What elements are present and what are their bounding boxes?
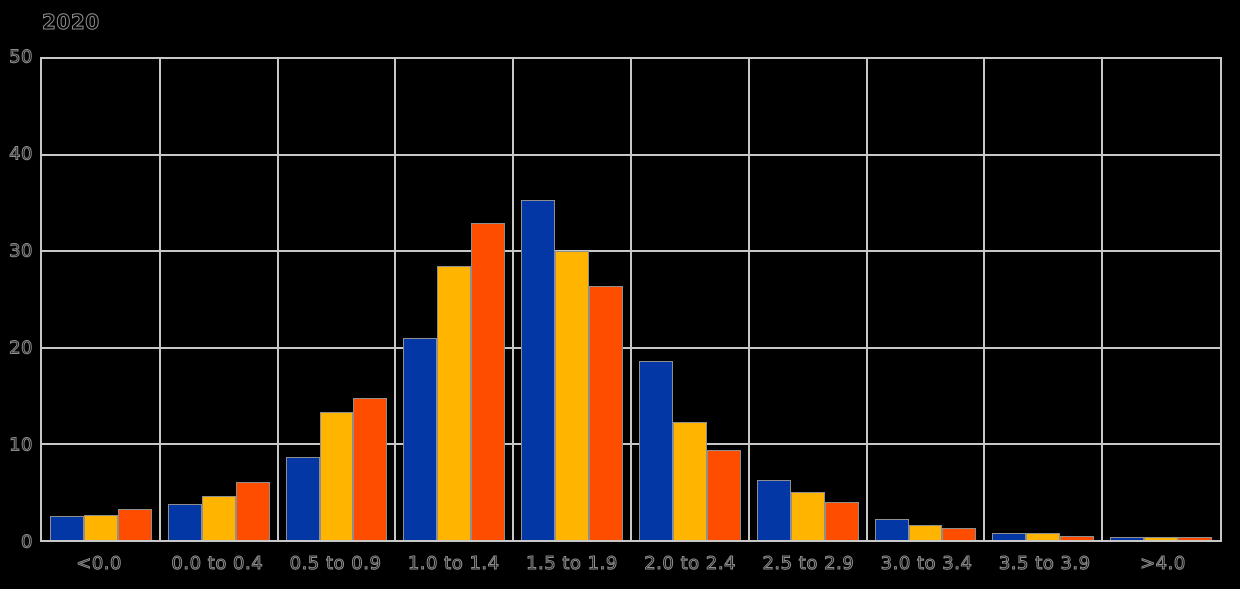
amber-series-bar [319, 412, 354, 540]
x-tick-label: 2.0 to 2.4 [644, 553, 736, 575]
bar-group [1102, 59, 1220, 540]
amber-series-bar [201, 495, 236, 540]
bar-group [160, 59, 278, 540]
bar-group [42, 59, 160, 540]
x-tick-label: >4.0 [1140, 553, 1186, 575]
vertical-gridline [630, 59, 632, 540]
bar-group [984, 59, 1102, 540]
blue-series-bar [639, 361, 673, 540]
amber-series-bar [555, 251, 590, 540]
amber-series-bar [1144, 537, 1179, 540]
orange-series-bar [1178, 537, 1212, 540]
chart-title: 2020 [42, 10, 100, 35]
amber-series-bar [437, 265, 472, 540]
vertical-gridline [158, 59, 161, 540]
x-tick-label: 3.0 to 3.4 [880, 553, 973, 575]
orange-series-bar [117, 509, 152, 540]
amber-series-bar [672, 421, 707, 540]
y-tick-label: 10 [9, 434, 33, 456]
blue-series-bar [756, 480, 791, 540]
bar-group [749, 59, 867, 540]
bar-groups [42, 59, 1220, 540]
amber-series-bar [83, 515, 118, 540]
bar-group [513, 59, 631, 540]
blue-series-bar [874, 518, 909, 540]
orange-series-bar [824, 502, 859, 540]
orange-series-bar [353, 397, 388, 540]
blue-series-bar [521, 200, 556, 540]
amber-series-bar [908, 524, 943, 540]
amber-series-bar [1026, 533, 1061, 540]
bar-group [631, 59, 749, 540]
y-tick-label: 20 [9, 337, 33, 359]
y-axis: 0 10 20 30 40 50 [0, 46, 36, 553]
x-tick-label: 1.5 to 1.9 [526, 553, 618, 575]
blue-series-bar [285, 457, 320, 540]
bar-group [278, 59, 396, 540]
x-tick-label: 2.5 to 2.9 [762, 553, 855, 575]
y-tick-label: 50 [9, 46, 33, 68]
bar-group [867, 59, 985, 540]
y-tick-label: 40 [9, 143, 33, 165]
vertical-gridline [747, 59, 750, 540]
orange-series-bar [1060, 536, 1095, 540]
plot-area [40, 57, 1222, 542]
blue-series-bar [1110, 537, 1145, 540]
vertical-gridline [983, 59, 986, 540]
y-tick-label: 30 [9, 240, 33, 262]
grid-layer [42, 59, 1220, 540]
orange-series-bar [471, 222, 506, 540]
blue-series-bar [992, 533, 1027, 540]
blue-series-bar [167, 504, 202, 540]
orange-series-bar [942, 527, 977, 540]
x-tick-label: <0.0 [76, 553, 122, 575]
vertical-gridline [865, 59, 868, 540]
vertical-gridline [276, 59, 279, 540]
orange-series-bar [706, 449, 741, 540]
blue-series-bar [403, 337, 438, 540]
amber-series-bar [790, 491, 825, 540]
orange-series-bar [235, 482, 270, 540]
vertical-gridline [1101, 59, 1104, 540]
vertical-gridline [512, 59, 515, 540]
orange-series-bar [589, 286, 623, 540]
x-tick-label: 0.0 to 0.4 [171, 553, 264, 575]
bar-group [395, 59, 513, 540]
y-tick-label: 0 [21, 531, 33, 553]
blue-series-bar [50, 515, 84, 540]
vertical-gridline [394, 59, 397, 540]
x-tick-label: 0.5 to 0.9 [289, 553, 382, 575]
x-tick-label: 1.0 to 1.4 [407, 553, 500, 575]
x-axis: <0.0 0.0 to 0.4 0.5 to 0.9 1.0 to 1.4 1.5 to… [40, 551, 1222, 577]
x-tick-label: 3.5 to 3.9 [998, 553, 1091, 575]
